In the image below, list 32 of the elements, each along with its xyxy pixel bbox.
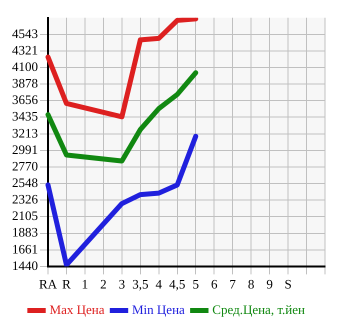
y-tick-label: 2548 xyxy=(12,174,38,190)
x-tick-label: 8 xyxy=(248,276,254,292)
y-tick-label: 3213 xyxy=(12,125,38,140)
x-tick-label: 2 xyxy=(100,276,107,292)
y-tick-label: 1440 xyxy=(12,258,38,273)
x-tick-label: 3 xyxy=(118,276,126,292)
x-tick-label: 1 xyxy=(82,276,88,292)
y-tick-label: 4543 xyxy=(12,26,38,41)
y-tick-label: 3878 xyxy=(12,76,38,91)
x-tick-label: 3,5 xyxy=(132,276,148,292)
y-tick-label: 1883 xyxy=(12,224,38,240)
x-tick-label: S xyxy=(284,276,292,292)
x-tick-label: R xyxy=(62,276,72,292)
x-tick-label: 9 xyxy=(266,276,273,292)
x-tick-label: 6 xyxy=(210,276,218,292)
x-tick-label: 7 xyxy=(229,276,236,292)
y-tick-label: 1661 xyxy=(12,241,38,256)
legend-label: Min Цена xyxy=(132,302,186,317)
y-tick-label: 4100 xyxy=(12,58,38,74)
x-tick-label: 4,5 xyxy=(169,276,186,292)
x-tick-label: 5 xyxy=(192,276,199,292)
y-tick-label: 3656 xyxy=(12,92,38,108)
legend-label: Max Цена xyxy=(50,302,105,317)
x-tick-label: RA xyxy=(38,276,58,292)
y-tick-label: 2991 xyxy=(12,142,38,157)
y-tick-label: 2326 xyxy=(12,192,38,207)
y-tick-label: 2105 xyxy=(12,208,38,224)
y-tick-label: 2770 xyxy=(12,158,38,174)
legend-label: Сред.Цена, т.йен xyxy=(212,302,306,317)
y-tick-label: 4321 xyxy=(12,42,38,58)
y-tick-label: 3435 xyxy=(12,108,38,124)
x-tick-label: 4 xyxy=(156,276,163,292)
